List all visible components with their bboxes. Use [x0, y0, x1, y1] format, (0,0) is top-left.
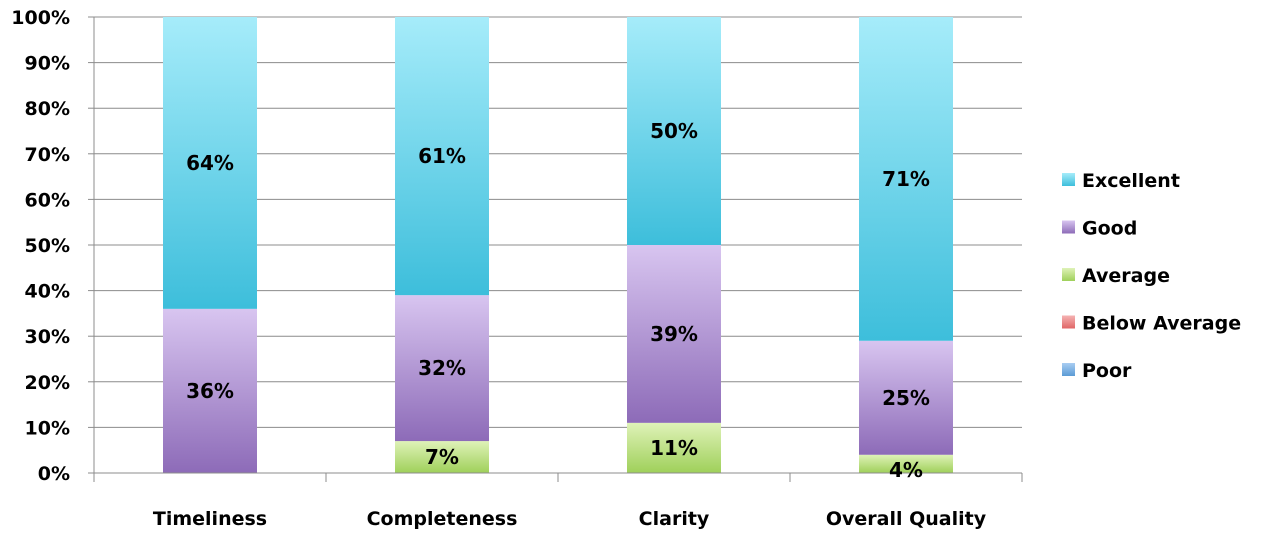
y-tick-label: 50%: [25, 235, 70, 257]
bar-completeness-good: [395, 295, 489, 442]
bar-timeliness-excellent: [163, 17, 257, 309]
x-category-label: Clarity: [639, 508, 710, 530]
bar-completeness-average: [395, 441, 489, 473]
y-tick-label: 20%: [25, 372, 70, 394]
legend-swatch-excellent: [1062, 173, 1075, 186]
data-label-completeness-average: 7%: [425, 445, 459, 469]
legend-swatch-average: [1062, 268, 1075, 281]
bar-overall-quality-excellent: [859, 17, 953, 341]
legend-label-good: Good: [1082, 218, 1137, 240]
legend-label-excellent: Excellent: [1082, 170, 1180, 192]
y-tick-label: 10%: [25, 417, 70, 439]
data-label-overall-quality-excellent: 71%: [882, 167, 930, 191]
data-label-clarity-average: 11%: [650, 436, 698, 460]
x-category-label: Overall Quality: [826, 508, 987, 530]
legend-label-poor: Poor: [1082, 360, 1132, 382]
bar-completeness-excellent: [395, 17, 489, 296]
bar-overall-quality-average: [859, 454, 953, 473]
legend: Excellent Good Average Below Average Poor: [1062, 170, 1241, 382]
y-tick-label: 60%: [25, 189, 70, 211]
data-labels: 36% 64% 7% 32% 61% 11% 39% 50% 4% 25% 71%: [186, 119, 930, 482]
data-label-clarity-good: 39%: [650, 322, 698, 346]
y-tick-label: 0%: [38, 463, 70, 485]
bars: [163, 17, 953, 473]
x-category-label: Timeliness: [153, 508, 267, 530]
data-label-completeness-excellent: 61%: [418, 144, 466, 168]
data-label-completeness-good: 32%: [418, 356, 466, 380]
data-label-timeliness-good: 36%: [186, 379, 234, 403]
bar-overall-quality-good: [859, 340, 953, 455]
y-tick-label: 40%: [25, 281, 70, 303]
data-label-overall-quality-average: 4%: [889, 458, 923, 482]
axes: 0% 10% 20% 30% 40% 50% 60% 70% 80% 90% 100% Timelin…: [11, 7, 1023, 530]
y-tick-label: 30%: [25, 326, 70, 348]
legend-label-below-average: Below Average: [1082, 313, 1241, 335]
data-label-timeliness-excellent: 64%: [186, 151, 234, 175]
legend-label-average: Average: [1082, 265, 1170, 287]
y-tick-label: 80%: [25, 98, 70, 120]
y-tick-label: 100%: [11, 7, 70, 29]
x-category-label: Completeness: [367, 508, 518, 530]
y-tick-label: 70%: [25, 144, 70, 166]
legend-swatch-below-average: [1062, 315, 1075, 329]
data-label-clarity-excellent: 50%: [650, 119, 698, 143]
legend-swatch-good: [1062, 220, 1075, 234]
data-label-overall-quality-good: 25%: [882, 386, 930, 410]
bar-timeliness-good: [163, 308, 257, 473]
legend-swatch-poor: [1062, 363, 1075, 376]
bar-clarity-good: [627, 245, 721, 423]
bar-clarity-average: [627, 422, 721, 473]
bar-clarity-excellent: [627, 17, 721, 245]
y-tick-label: 90%: [25, 53, 70, 75]
